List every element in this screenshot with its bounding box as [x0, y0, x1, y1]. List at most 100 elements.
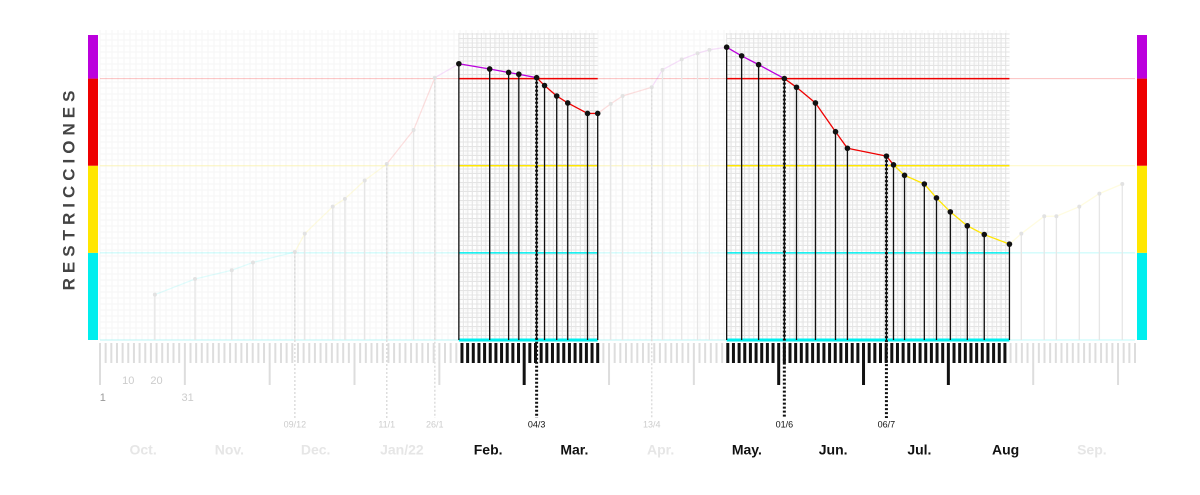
point — [1006, 241, 1013, 247]
point — [1054, 214, 1059, 219]
band-bar — [88, 165, 98, 253]
segment — [332, 198, 346, 208]
annotation-label: 11/1 — [378, 419, 395, 429]
segment — [949, 211, 968, 227]
point — [901, 172, 908, 179]
segment — [434, 63, 460, 79]
point — [250, 260, 255, 265]
point — [981, 231, 988, 238]
segment — [489, 68, 509, 74]
annotation-label: 26/1 — [426, 419, 444, 429]
segment — [936, 197, 951, 213]
point — [738, 53, 745, 59]
month-label: Aug — [992, 442, 1019, 458]
segment — [1020, 215, 1045, 235]
segment — [651, 69, 664, 88]
annotation-label: 13/4 — [643, 419, 661, 429]
point — [1019, 231, 1024, 236]
month-label: Apr. — [647, 442, 674, 458]
segment — [835, 131, 848, 149]
point — [456, 60, 462, 67]
segment — [726, 46, 742, 57]
point — [541, 82, 548, 89]
point — [608, 101, 613, 106]
segment — [814, 102, 837, 133]
segment — [194, 269, 232, 280]
month-label: Sep. — [1077, 442, 1107, 458]
point — [152, 292, 157, 297]
segment — [847, 147, 887, 157]
point — [723, 44, 730, 50]
band-bar — [1137, 78, 1147, 166]
annotation-label: 01/6 — [776, 419, 794, 429]
segment — [622, 86, 652, 97]
point — [564, 100, 571, 106]
point — [812, 100, 819, 106]
band-bar — [1137, 165, 1147, 253]
point — [411, 127, 416, 132]
point — [302, 231, 307, 236]
point — [947, 209, 954, 215]
point — [964, 223, 971, 229]
month-label: Oct. — [130, 442, 157, 458]
y-axis-label: RESTRICCIONES — [59, 86, 78, 291]
segment — [386, 129, 415, 165]
segment — [518, 73, 537, 79]
x-tick-label: 1 — [100, 392, 106, 404]
segment — [344, 180, 366, 200]
annotation-label: 09/12 — [284, 419, 307, 429]
point — [505, 69, 512, 76]
x-tick-label: 31 — [182, 392, 194, 404]
segment — [231, 261, 254, 271]
month-label: Jul. — [907, 442, 931, 458]
segment — [923, 183, 937, 199]
x-tick-label: 20 — [150, 375, 162, 387]
band-bar — [1137, 35, 1147, 79]
point — [660, 67, 665, 72]
segment — [304, 206, 334, 235]
point — [486, 66, 493, 72]
segment — [413, 77, 436, 131]
band-bar — [88, 35, 98, 79]
point — [193, 277, 198, 281]
point — [229, 268, 234, 273]
segment — [294, 233, 306, 253]
point — [1120, 182, 1125, 187]
segment — [567, 102, 588, 115]
month-label: Jun. — [819, 442, 848, 458]
segment — [154, 278, 196, 296]
point — [342, 196, 347, 201]
point — [620, 94, 625, 98]
month-label: Mar. — [560, 442, 588, 458]
point — [1077, 204, 1082, 209]
annotation-label: 06/7 — [878, 419, 896, 429]
month-label: May. — [732, 442, 762, 458]
point — [362, 178, 367, 183]
point — [933, 195, 940, 201]
segment — [697, 49, 710, 54]
segment — [1099, 183, 1123, 195]
segment — [967, 225, 985, 236]
point — [516, 71, 522, 78]
segment — [709, 46, 727, 51]
point — [832, 128, 839, 135]
x-tick-label: 10 — [122, 375, 134, 387]
point — [793, 84, 800, 91]
annotation-label: 04/3 — [528, 419, 546, 429]
point — [695, 51, 700, 56]
segment — [252, 251, 295, 264]
point — [755, 61, 762, 68]
segment — [1056, 206, 1080, 217]
month-label: Dec. — [301, 442, 331, 458]
month-label: Feb. — [474, 442, 503, 458]
segment — [758, 64, 785, 80]
segment — [364, 163, 388, 182]
segment — [681, 52, 698, 61]
point — [844, 145, 851, 152]
segment — [741, 55, 759, 66]
month-label: Jan/22 — [380, 442, 424, 458]
point — [679, 57, 684, 62]
month-label: Nov. — [215, 442, 244, 458]
point — [553, 93, 560, 99]
